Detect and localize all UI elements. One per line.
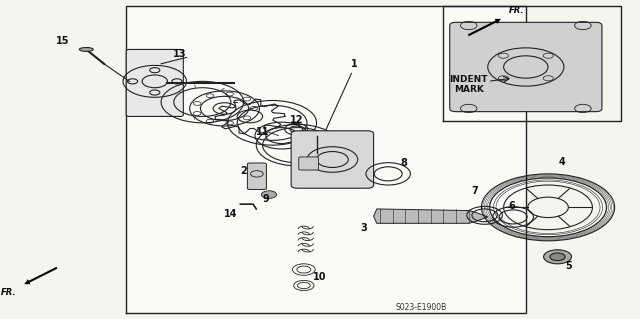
Text: 8: 8 <box>400 158 407 168</box>
Text: INDENT
MARK: INDENT MARK <box>449 75 488 94</box>
Text: 15: 15 <box>56 36 70 47</box>
FancyBboxPatch shape <box>291 131 374 188</box>
FancyBboxPatch shape <box>299 157 319 170</box>
FancyBboxPatch shape <box>126 49 183 116</box>
Circle shape <box>543 250 572 264</box>
FancyBboxPatch shape <box>450 22 602 112</box>
Circle shape <box>261 191 276 198</box>
Text: 6: 6 <box>509 201 515 211</box>
Bar <box>126 6 526 313</box>
Ellipse shape <box>79 48 93 51</box>
Text: 1: 1 <box>351 59 358 69</box>
Text: 9: 9 <box>262 194 269 204</box>
Text: 3: 3 <box>361 223 367 233</box>
Text: FR.: FR. <box>509 6 525 15</box>
Text: 12: 12 <box>289 115 303 125</box>
Text: 11: 11 <box>256 127 269 137</box>
Text: 2: 2 <box>240 166 247 176</box>
Polygon shape <box>374 209 488 223</box>
Text: 14: 14 <box>224 209 237 219</box>
Text: 4: 4 <box>559 157 565 167</box>
Text: 13: 13 <box>173 49 187 59</box>
Text: 5: 5 <box>566 261 572 271</box>
Text: 7: 7 <box>472 186 479 197</box>
Text: FR.: FR. <box>1 288 16 297</box>
FancyBboxPatch shape <box>248 163 266 189</box>
Text: 10: 10 <box>313 272 326 282</box>
Circle shape <box>550 253 565 261</box>
Text: S023-E1900B: S023-E1900B <box>396 303 447 312</box>
